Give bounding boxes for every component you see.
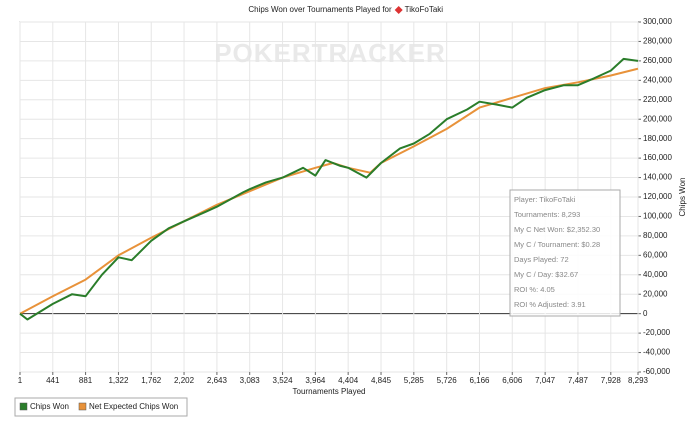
y-tick-label: -60,000: [643, 367, 671, 376]
x-tick-label: 8,293: [628, 376, 649, 385]
x-tick-label: 881: [79, 376, 93, 385]
info-line: Tournaments: 8,293: [514, 210, 580, 219]
x-tick-label: 1,762: [141, 376, 162, 385]
x-tick-label: 3,964: [305, 376, 326, 385]
x-tick-label: 4,845: [371, 376, 392, 385]
watermark: POKERTRACKER: [214, 38, 446, 68]
y-tick-label: 100,000: [643, 212, 672, 221]
x-tick-label: 7,047: [535, 376, 556, 385]
info-line: Player: TikoFoTaki: [514, 195, 576, 204]
y-tick-label: 200,000: [643, 114, 672, 123]
x-tick-label: 6,166: [469, 376, 490, 385]
series-line: [19, 57, 639, 321]
y-tick-label: 220,000: [643, 95, 672, 104]
info-line: ROI %: 4.05: [514, 285, 555, 294]
x-tick-label: 1: [18, 376, 23, 385]
legend-label: Chips Won: [30, 402, 69, 411]
chart-title: Chips Won over Tournaments Played for: [248, 5, 392, 14]
info-line: Days Played: 72: [514, 255, 569, 264]
x-tick-label: 441: [46, 376, 60, 385]
x-tick-label: 3,083: [240, 376, 261, 385]
y-tick-label: 20,000: [643, 289, 668, 298]
legend-swatch: [19, 402, 28, 411]
player-icon: [394, 6, 403, 14]
y-tick-label: 120,000: [643, 192, 672, 201]
y-tick-label: 0: [643, 309, 648, 318]
y-tick-label: 140,000: [643, 173, 672, 182]
y-tick-label: 300,000: [643, 17, 672, 26]
y-tick-label: 60,000: [643, 250, 668, 259]
x-axis-label: Tournaments Played: [293, 387, 366, 396]
x-tick-label: 4,404: [338, 376, 359, 385]
player-name: TikoFoTaki: [405, 5, 444, 14]
legend-box: [14, 397, 188, 417]
x-tick-label: 2,202: [174, 376, 195, 385]
y-tick-label: 80,000: [643, 231, 668, 240]
y-tick-label: 280,000: [643, 37, 672, 46]
y-tick-label: 160,000: [643, 153, 672, 162]
y-tick-label: 180,000: [643, 134, 672, 143]
x-tick-label: 5,285: [404, 376, 425, 385]
x-tick-label: 5,726: [437, 376, 458, 385]
legend-swatch: [78, 402, 87, 411]
info-line: My C / Tournament: $0.28: [514, 240, 600, 249]
x-tick-label: 7,487: [568, 376, 589, 385]
y-tick-label: -40,000: [643, 348, 671, 357]
y-tick-label: 260,000: [643, 56, 672, 65]
y-axis-label: Chips Won: [678, 178, 687, 217]
x-tick-label: 2,643: [207, 376, 228, 385]
y-tick-label: -20,000: [643, 328, 671, 337]
x-tick-label: 7,928: [601, 376, 622, 385]
info-box: [509, 189, 621, 317]
x-tick-label: 3,524: [273, 376, 294, 385]
legend-label: Net Expected Chips Won: [89, 402, 178, 411]
info-line: My C Net Won: $2,352.30: [514, 225, 600, 234]
y-tick-label: 240,000: [643, 75, 672, 84]
info-line: ROI % Adjusted: 3.91: [514, 300, 586, 309]
x-tick-label: 1,322: [108, 376, 129, 385]
x-tick-label: 6,606: [502, 376, 523, 385]
info-line: My C / Day: $32.67: [514, 270, 578, 279]
y-tick-label: 40,000: [643, 270, 668, 279]
